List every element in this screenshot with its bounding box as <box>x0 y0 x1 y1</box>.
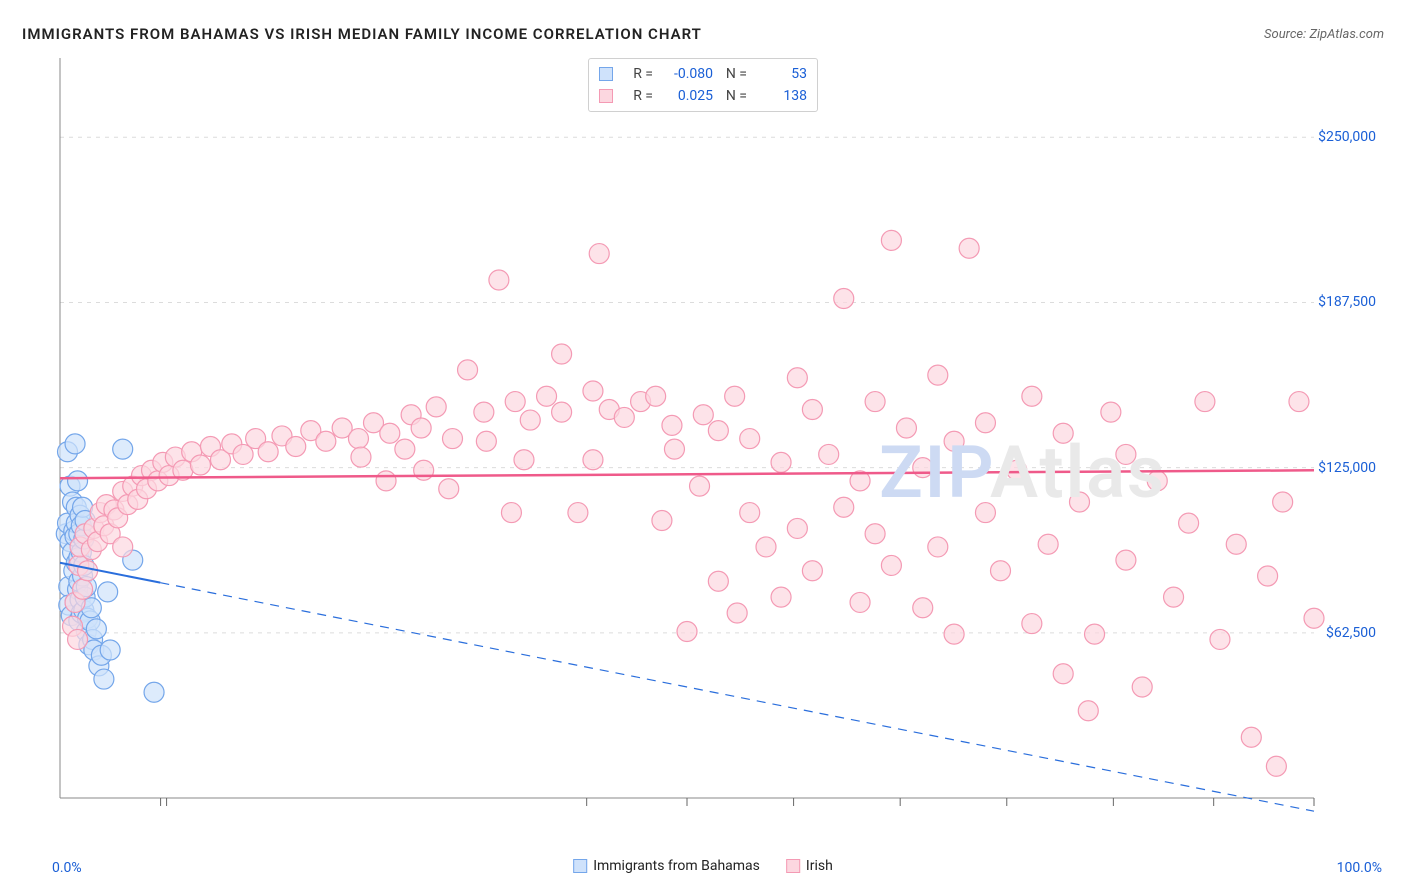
legend-item: Irish <box>786 858 833 874</box>
stats-legend: R =-0.080N =53R =0.025N =138 <box>588 58 818 112</box>
y-tick-label: $62,500 <box>1326 625 1376 641</box>
stat-r: -0.080 <box>663 66 713 82</box>
stats-row-irish: R =0.025N =138 <box>599 85 807 107</box>
legend-swatch <box>573 859 587 873</box>
source-link[interactable]: ZipAtlas.com <box>1309 27 1384 42</box>
legend-swatch <box>786 859 800 873</box>
legend-label: Immigrants from Bahamas <box>593 858 760 874</box>
stat-n: 138 <box>757 88 807 104</box>
legend-item: Immigrants from Bahamas <box>573 858 760 874</box>
stats-row-bahamas: R =-0.080N =53 <box>599 63 807 85</box>
chart-title: IMMIGRANTS FROM BAHAMAS VS IRISH MEDIAN … <box>22 25 702 43</box>
y-tick-label: $250,000 <box>1318 129 1376 145</box>
x-min-label: 0.0% <box>52 860 82 876</box>
plot-area <box>54 58 1384 828</box>
y-tick-label: $187,500 <box>1318 294 1376 310</box>
scatter-plot <box>54 58 1384 828</box>
x-max-label: 100.0% <box>1337 860 1382 876</box>
bottom-legend: Immigrants from Bahamas Irish <box>573 858 833 874</box>
stat-n: 53 <box>757 66 807 82</box>
legend-label: Irish <box>806 858 833 874</box>
legend-swatch <box>599 89 613 103</box>
chart-source: Source: ZipAtlas.com <box>1264 27 1384 42</box>
stat-r: 0.025 <box>663 88 713 104</box>
y-tick-label: $125,000 <box>1318 460 1376 476</box>
legend-swatch <box>599 67 613 81</box>
header-row: IMMIGRANTS FROM BAHAMAS VS IRISH MEDIAN … <box>22 18 1384 50</box>
